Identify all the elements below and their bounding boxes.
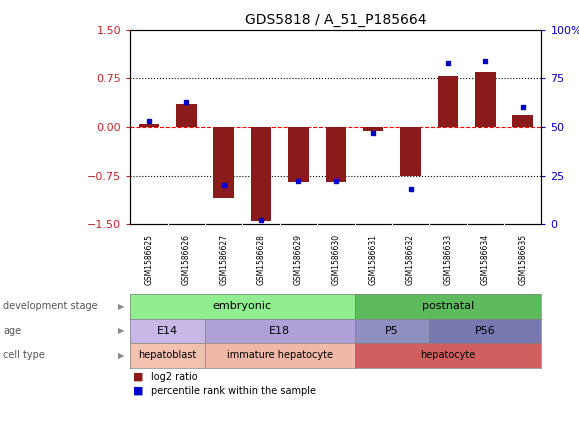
Bar — [325, 127, 346, 182]
Text: GSM1586627: GSM1586627 — [219, 233, 228, 285]
Text: ▶: ▶ — [118, 351, 124, 360]
Text: ■: ■ — [133, 372, 144, 382]
Text: P5: P5 — [385, 326, 399, 336]
Bar — [288, 127, 309, 182]
Text: percentile rank within the sample: percentile rank within the sample — [151, 386, 316, 396]
Text: GSM1586630: GSM1586630 — [331, 233, 340, 285]
Text: development stage: development stage — [3, 301, 97, 311]
Bar — [139, 124, 159, 127]
Text: GSM1586626: GSM1586626 — [182, 233, 191, 285]
Title: GDS5818 / A_51_P185664: GDS5818 / A_51_P185664 — [245, 13, 427, 27]
Text: ■: ■ — [133, 386, 144, 396]
Text: GSM1586629: GSM1586629 — [294, 233, 303, 285]
Text: GSM1586625: GSM1586625 — [145, 233, 153, 285]
Text: GSM1586628: GSM1586628 — [256, 233, 266, 285]
Text: log2 ratio: log2 ratio — [151, 372, 197, 382]
Text: hepatoblast: hepatoblast — [138, 350, 197, 360]
Text: hepatocyte: hepatocyte — [420, 350, 475, 360]
Text: age: age — [3, 326, 21, 336]
Bar — [214, 127, 234, 198]
Bar — [512, 115, 533, 127]
Bar — [438, 76, 458, 127]
Text: ▶: ▶ — [118, 302, 124, 311]
Text: cell type: cell type — [3, 350, 45, 360]
Bar — [176, 104, 197, 127]
Text: GSM1586633: GSM1586633 — [444, 233, 452, 285]
Text: E14: E14 — [157, 326, 178, 336]
Text: GSM1586631: GSM1586631 — [369, 233, 378, 285]
Text: postnatal: postnatal — [422, 301, 474, 311]
Text: E18: E18 — [269, 326, 290, 336]
Bar — [363, 127, 383, 132]
Text: GSM1586634: GSM1586634 — [481, 233, 490, 285]
Text: immature hepatocyte: immature hepatocyte — [227, 350, 333, 360]
Text: P56: P56 — [475, 326, 496, 336]
Text: GSM1586635: GSM1586635 — [518, 233, 527, 285]
Bar — [400, 127, 421, 176]
Text: ▶: ▶ — [118, 326, 124, 335]
Bar — [251, 127, 272, 221]
Text: GSM1586632: GSM1586632 — [406, 233, 415, 285]
Bar — [475, 72, 496, 127]
Text: embryonic: embryonic — [213, 301, 272, 311]
